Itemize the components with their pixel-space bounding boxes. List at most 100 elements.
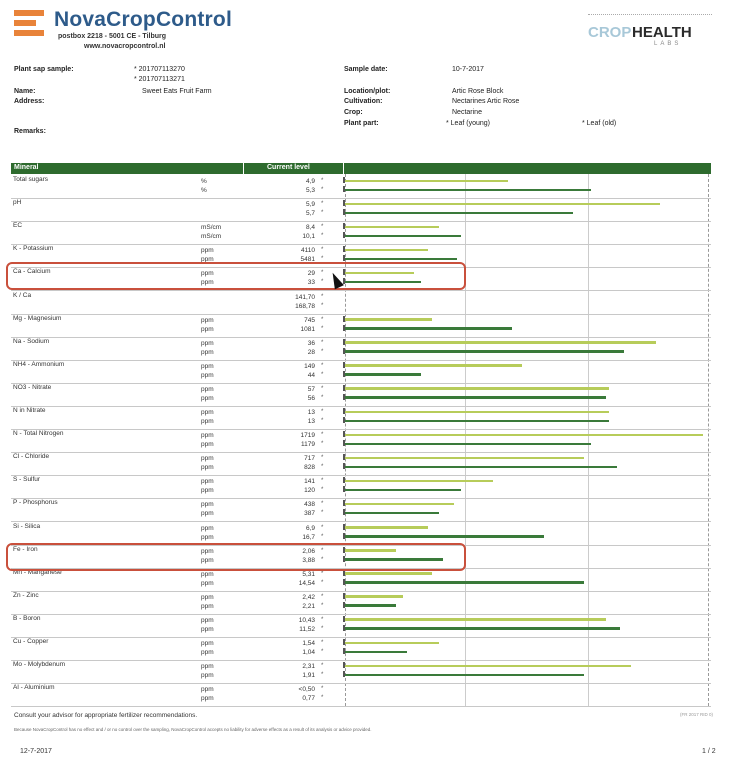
table-row: B - Boron ppm ppm 10,43 11,52 * * [11,614,711,638]
value-young: 2,06 [302,547,315,555]
value-old: 828 [304,464,315,472]
table-row: Zn - Zinc ppm ppm 2,42 2,21 * * [11,591,711,615]
bar-old-leaf [345,257,458,261]
bar-young-leaf [345,248,429,252]
value-young: 29 [307,270,315,278]
bar-old-leaf [345,211,574,215]
flag-marker: * [321,663,324,670]
unit-young: % [201,178,207,185]
flag-marker: * [321,325,324,332]
value-young: 5,31 [302,570,315,578]
bar-old-leaf [345,535,545,538]
unit-old: ppm [201,672,214,680]
value-old: 16,7 [302,533,315,541]
flag-marker: * [321,316,324,323]
flag-marker: * [321,524,324,531]
value-young: 57 [307,385,315,393]
unit-old: ppm [201,625,214,633]
flag-marker: * [321,302,324,309]
bar-old-leaf [345,234,461,238]
flag-marker: * [321,464,324,471]
table-row: P - Phosphorus ppm ppm 438 387 * * [11,498,711,523]
mineral-name: pH [13,199,22,207]
flag-marker: * [321,233,324,240]
value-young: 1719 [300,432,315,440]
bar-old-leaf [345,488,461,492]
disclaimer: Because NovaCropControl has no effect an… [14,727,372,732]
form-code: (FR 2017 RID 0) [680,712,714,717]
flag-marker: * [321,487,324,494]
unit-old: ppm [201,394,214,402]
bar-young-leaf [345,572,432,575]
bar-young-leaf [345,618,606,621]
col-mineral-header: Mineral [14,164,39,171]
bar-young-leaf [345,410,610,413]
bar-old-leaf [345,558,443,561]
bar-young-leaf [345,318,432,321]
unit-old: ppm [201,464,214,472]
brand-website: www.novacropcontrol.nl [84,43,166,50]
bar-start-cap [343,186,345,192]
mineral-name: K - Potassium [13,245,54,253]
unit-old: ppm [201,279,214,287]
table-row: N in Nitrate ppm ppm 13 13 * * [11,406,711,430]
sample-id-2: * 20170711327​1 [134,76,185,83]
table-row: Al - Aluminium ppm ppm <0,50 0,77 * * [11,683,711,708]
table-row: K - Potassium ppm ppm 4110 5481 * * [11,244,711,269]
value-young: 36 [307,339,315,347]
value-young: 4110 [301,247,315,255]
value-old: 13 [307,418,315,425]
bar-start-cap [343,624,345,631]
remarks-label: Remarks: [14,128,46,135]
mineral-name: N - Total Nitrogen [13,430,64,438]
bar-young-leaf [345,364,523,367]
value-old: 2,21 [302,602,315,610]
unit-young: ppm [201,247,214,255]
name-value: Sweet Eats Fruit Farm [142,88,212,95]
bar-start-cap [343,200,345,207]
unit-old: ppm [201,579,214,587]
bar-start-cap [343,615,345,622]
flag-marker: * [321,695,324,702]
table-row: NH4 - Ammonium ppm ppm 149 44 * * [11,360,711,384]
bar-young-leaf [345,341,657,344]
plant-part-label: Plant part: [344,120,379,127]
mineral-name: P - Phosphorus [13,499,58,507]
value-old: 10,1 [302,233,315,241]
bar-start-cap [343,408,345,414]
value-young: 717 [304,455,315,463]
unit-young: ppm [201,663,214,671]
table-row: EC mS/cm mS/cm 8,4 10,1 * * [11,221,711,246]
bar-start-cap [343,671,345,678]
mineral-name: Mg - Magnesium [13,314,62,322]
value-old: 33 [307,279,315,287]
table-row: pH 5,9 5,7 * * [11,198,711,223]
value-young: 2,42 [302,593,315,601]
novacropcontrol-logo: NovaCropControl postbox 2218 - 5001 CE -… [14,8,254,56]
grid-line [345,174,346,706]
crop-health-labs-logo: CROP HEALTH LABS [588,14,712,54]
table-row: Na - Sodium ppm ppm 36 28 * * [11,337,711,361]
unit-old: ppm [201,602,214,610]
bar-young-leaf [345,225,440,229]
bar-young-leaf [345,641,440,644]
bar-start-cap [343,338,345,345]
unit-old: mS/cm [201,233,222,241]
bar-start-cap [343,440,345,447]
value-old: 168,78 [295,302,315,310]
flag-marker: * [321,570,324,577]
unit-old: ppm [201,325,214,333]
bar-old-leaf [345,373,422,376]
bar-old-leaf [345,188,592,191]
flag-marker: * [321,616,324,623]
bar-start-cap [343,347,345,354]
value-young: 4,9 [305,178,315,185]
bar-old-leaf [345,465,617,469]
table-row: Fe - Iron ppm ppm 2,06 3,88 * * [11,545,711,569]
table-row: Total sugars%% 4,9 5,3 * * [11,175,711,199]
bar-start-cap [343,500,345,507]
flag-marker: * [321,579,324,586]
flag-marker: * [321,625,324,632]
bar-start-cap [343,648,345,654]
table-row: Mo - Molybdenum ppm ppm 2,31 1,91 * * [11,660,711,685]
